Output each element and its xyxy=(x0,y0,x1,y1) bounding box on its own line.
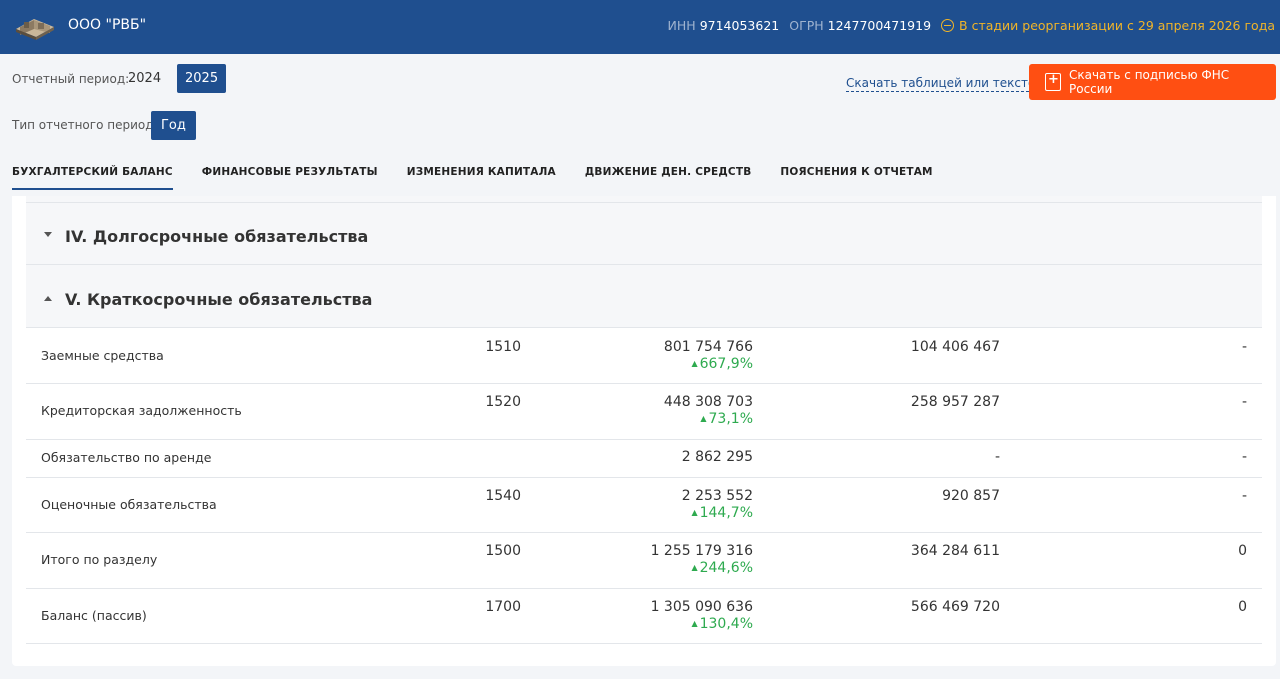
value-2025: 2 862 295 xyxy=(681,449,753,465)
value-2024: 920 857 xyxy=(942,488,1000,504)
section-headers-background xyxy=(26,196,1262,328)
change-badge: ▲ 130,4% xyxy=(626,616,753,632)
value-2023: 0 xyxy=(1238,599,1247,615)
change-value: 73,1% xyxy=(708,411,753,427)
download-document-icon xyxy=(1045,72,1061,91)
change-value: 130,4% xyxy=(699,616,753,632)
table-row: Заемные средства 1510 801 754 766 ▲ 667,9… xyxy=(26,329,1262,384)
inn-value[interactable]: 9714053621 xyxy=(699,18,780,33)
download-table-link[interactable]: Скачать таблицей или текстом xyxy=(846,76,1045,92)
row-code: 1510 xyxy=(485,339,521,355)
ogrn-value[interactable]: 1247700471919 xyxy=(827,18,932,33)
change-badge: ▲ 144,7% xyxy=(626,505,753,521)
reorganization-status: В стадии реорганизации с 29 апреля 2026 … xyxy=(941,18,1275,33)
top-bar: ООО "РВБ" ИНН 9714053621 ОГРН 1247700471… xyxy=(0,0,1280,54)
inn-label: ИНН xyxy=(667,18,696,33)
row-code: 1700 xyxy=(485,599,521,615)
row-name: Заемные средства xyxy=(41,348,164,363)
change-badge: ▲ 667,9% xyxy=(626,356,753,372)
section-title: V. Краткосрочные обязательства xyxy=(65,290,373,309)
value-2024: 566 469 720 xyxy=(910,599,1000,615)
row-code: 1500 xyxy=(485,543,521,559)
table-row: Баланс (пассив) 1700 1 305 090 636 ▲ 130,… xyxy=(26,589,1262,644)
row-code: 1520 xyxy=(485,394,521,410)
change-value: 667,9% xyxy=(699,356,753,372)
year-2024-button[interactable]: 2024 xyxy=(128,71,162,86)
arrow-up-icon: ▲ xyxy=(700,414,707,423)
value-2025: 2 253 552 xyxy=(681,488,753,504)
tab-financial-results[interactable]: ФИНАНСОВЫЕ РЕЗУЛЬТАТЫ xyxy=(201,166,378,178)
divider xyxy=(26,202,1262,203)
value-2023: - xyxy=(1241,449,1247,465)
arrow-up-icon: ▲ xyxy=(691,619,698,628)
value-2023: - xyxy=(1241,488,1247,504)
table-row: Кредиторская задолженность 1520 448 308 … xyxy=(26,384,1262,440)
change-badge: ▲ 73,1% xyxy=(626,411,753,427)
company-identifiers: ИНН 9714053621 ОГРН 1247700471919 В стад… xyxy=(668,18,1275,33)
download-signed-label: Скачать с подписью ФНС России xyxy=(1068,68,1230,96)
minus-circle-icon xyxy=(941,19,955,32)
section-long-term-liabilities[interactable]: IV. Долгосрочные обязательства xyxy=(26,203,1262,265)
value-2025: 1 305 090 636 xyxy=(650,599,753,615)
company-name: ООО "РВБ" xyxy=(68,17,147,33)
value-2023: - xyxy=(1241,339,1247,355)
table-row: Итого по разделу 1500 1 255 179 316 ▲ 244… xyxy=(26,533,1262,589)
table-row: Оценочные обязательства 1540 2 253 552 ▲… xyxy=(26,478,1262,533)
period-type-year-button[interactable]: Год xyxy=(151,111,196,140)
tab-cash-flow[interactable]: ДВИЖЕНИЕ ДЕН. СРЕДСТВ xyxy=(584,166,752,178)
table-row: Обязательство по аренде 2 862 295 - - xyxy=(26,440,1262,478)
download-signed-button[interactable]: Скачать с подписью ФНС России xyxy=(1029,64,1276,100)
caret-up-icon[interactable] xyxy=(44,296,52,301)
value-2025: 801 754 766 xyxy=(663,339,753,355)
tab-balance[interactable]: БУХГАЛТЕРСКИЙ БАЛАНС xyxy=(12,166,173,190)
tab-capital-changes[interactable]: ИЗМЕНЕНИЯ КАПИТАЛА xyxy=(406,166,556,178)
change-value: 144,7% xyxy=(699,505,753,521)
change-value: 244,6% xyxy=(699,560,753,576)
caret-down-icon[interactable] xyxy=(44,232,52,237)
value-2023: - xyxy=(1241,394,1247,410)
section-title: IV. Долгосрочные обязательства xyxy=(65,227,369,246)
value-2023: 0 xyxy=(1238,543,1247,559)
period-label: Отчетный период: xyxy=(12,72,130,86)
period-type-label: Тип отчетного периода: xyxy=(12,118,165,132)
arrow-up-icon: ▲ xyxy=(691,508,698,517)
value-2024: - xyxy=(994,449,1000,465)
company-logo-icon[interactable] xyxy=(12,13,58,41)
row-name: Баланс (пассив) xyxy=(41,608,147,623)
row-name: Обязательство по аренде xyxy=(41,450,212,465)
arrow-up-icon: ▲ xyxy=(691,563,698,572)
row-code: 1540 xyxy=(485,488,521,504)
report-controls: Отчетный период: 2024 2025 Тип отчетного… xyxy=(0,54,1280,196)
balance-table-card: IV. Долгосрочные обязательства V. Кратко… xyxy=(12,196,1276,666)
ogrn-label: ОГРН xyxy=(789,18,824,33)
change-badge: ▲ 244,6% xyxy=(626,560,753,576)
report-tabs: БУХГАЛТЕРСКИЙ БАЛАНС ФИНАНСОВЫЕ РЕЗУЛЬТА… xyxy=(12,166,962,190)
value-2024: 258 957 287 xyxy=(910,394,1000,410)
value-2024: 104 406 467 xyxy=(910,339,1000,355)
row-name: Кредиторская задолженность xyxy=(41,403,242,418)
value-2025: 448 308 703 xyxy=(663,394,753,410)
section-short-term-liabilities[interactable]: V. Краткосрочные обязательства xyxy=(26,266,1262,328)
status-text: В стадии реорганизации с 29 апреля 2026 … xyxy=(959,18,1275,33)
tab-notes[interactable]: ПОЯСНЕНИЯ К ОТЧЕТАМ xyxy=(780,166,933,178)
arrow-up-icon: ▲ xyxy=(691,359,698,368)
row-name: Оценочные обязательства xyxy=(41,497,217,512)
row-name: Итого по разделу xyxy=(41,552,158,567)
value-2024: 364 284 611 xyxy=(910,543,1000,559)
value-2025: 1 255 179 316 xyxy=(650,543,753,559)
year-2025-button[interactable]: 2025 xyxy=(177,64,227,93)
